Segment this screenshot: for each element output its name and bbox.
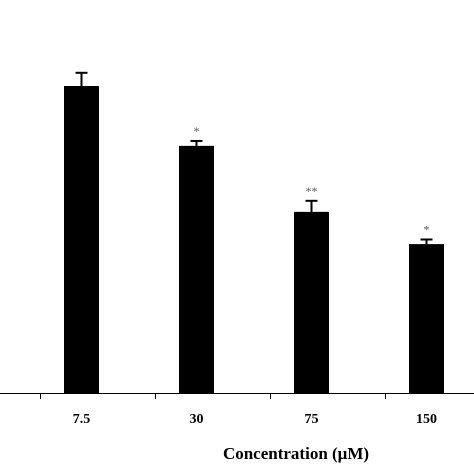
x-tick-label-7.5: 7.5: [73, 412, 91, 427]
error-bars: [75, 71, 433, 245]
x-tick-label-30: 30: [190, 412, 204, 427]
significance-markers: ****: [194, 124, 430, 237]
significance-marker-75: **: [306, 184, 318, 198]
bar-7.5: [64, 86, 99, 393]
x-tick-label-75: 75: [305, 412, 319, 427]
significance-marker-30: *: [194, 124, 200, 138]
bars: [64, 86, 444, 393]
x-tick-labels: 7.5 30 75 150: [73, 412, 437, 427]
bar-150: [409, 244, 444, 393]
x-axis: [0, 393, 474, 399]
bar-75: [294, 211, 329, 393]
x-tick-label-150: 150: [416, 412, 437, 427]
x-axis-title: Concentration (μM): [223, 444, 369, 463]
bar-30: [179, 145, 214, 393]
significance-marker-150: *: [424, 223, 430, 237]
